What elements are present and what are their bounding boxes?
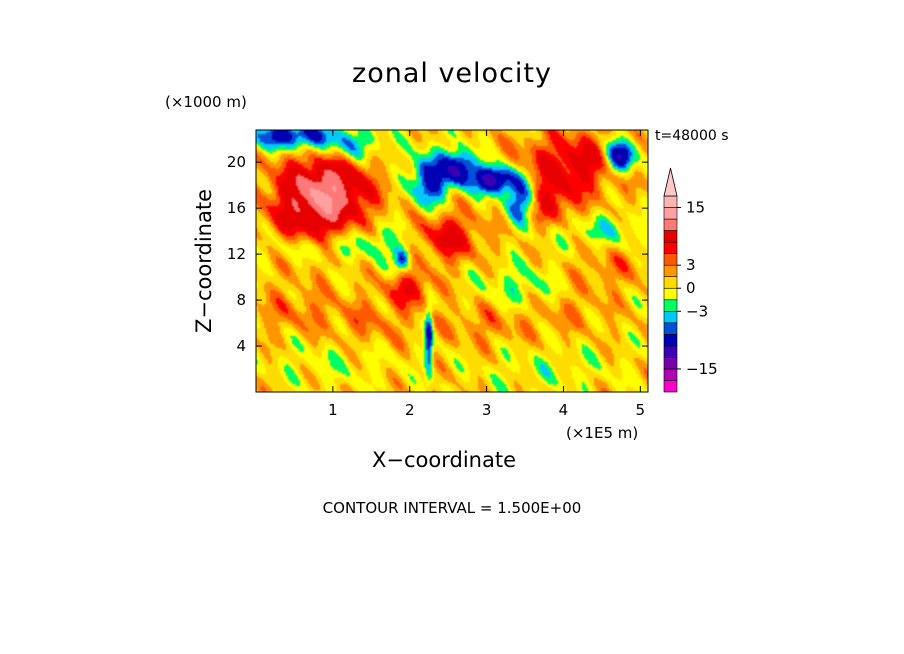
colorbar-tick-label: 3: [686, 256, 696, 274]
y-tick-label: 8: [236, 291, 246, 309]
colorbar-swatch: [663, 264, 678, 278]
y-tick-label: 20: [227, 153, 246, 171]
colorbar-swatch: [663, 230, 678, 243]
y-axis-ticks: 4 8 12 16 20: [227, 153, 648, 355]
x-axis-label: X−coordinate: [372, 448, 516, 472]
colorbar-swatch: [663, 207, 678, 220]
y-tick-label: 16: [227, 199, 246, 217]
y-axis-unit: (×1000 m): [165, 93, 247, 111]
colorbar: 15 3 0 −3 −15: [663, 167, 718, 393]
x-tick-label: 1: [328, 401, 338, 419]
y-tick-label: 12: [227, 245, 246, 263]
plot-frame: [255, 129, 649, 393]
x-tick-label: 4: [559, 401, 569, 419]
time-label: t=48000 s: [655, 128, 729, 144]
x-axis-unit: (×1E5 m): [566, 424, 639, 442]
x-tick-label: 5: [636, 401, 646, 419]
colorbar-swatch: [663, 334, 678, 347]
colorbar-swatch: [663, 195, 678, 208]
colorbar-tick-label: −15: [686, 360, 718, 378]
colorbar-swatch: [663, 287, 678, 301]
colorbar-swatch: [663, 276, 678, 289]
y-tick-label: 4: [236, 337, 246, 355]
colorbar-swatch: [663, 357, 678, 370]
x-tick-label: 3: [482, 401, 492, 419]
colorbar-swatch: [663, 253, 678, 266]
colorbar-tick-label: −3: [686, 302, 708, 320]
colorbar-tick-label: 0: [686, 279, 696, 297]
colorbar-swatch: [663, 322, 678, 335]
colorbar-extend-arrow: [663, 167, 678, 197]
colorbar-tick-label: 15: [686, 199, 705, 217]
colorbar-swatch: [663, 218, 678, 231]
x-tick-label: 2: [405, 401, 415, 419]
velocity-field-image: [256, 130, 648, 392]
chart-title: zonal velocity: [352, 58, 552, 89]
colorbar-swatch: [663, 310, 678, 324]
colorbar-swatch: [663, 345, 678, 358]
x-axis-ticks: 1 2 3 4 5: [328, 130, 645, 419]
colorbar-swatch: [663, 241, 678, 254]
contour-interval-note: CONTOUR INTERVAL = 1.500E+00: [322, 499, 582, 517]
colorbar-swatch: [663, 299, 678, 312]
colorbar-swatch: [663, 368, 678, 381]
colorbar-swatch: [663, 380, 678, 393]
